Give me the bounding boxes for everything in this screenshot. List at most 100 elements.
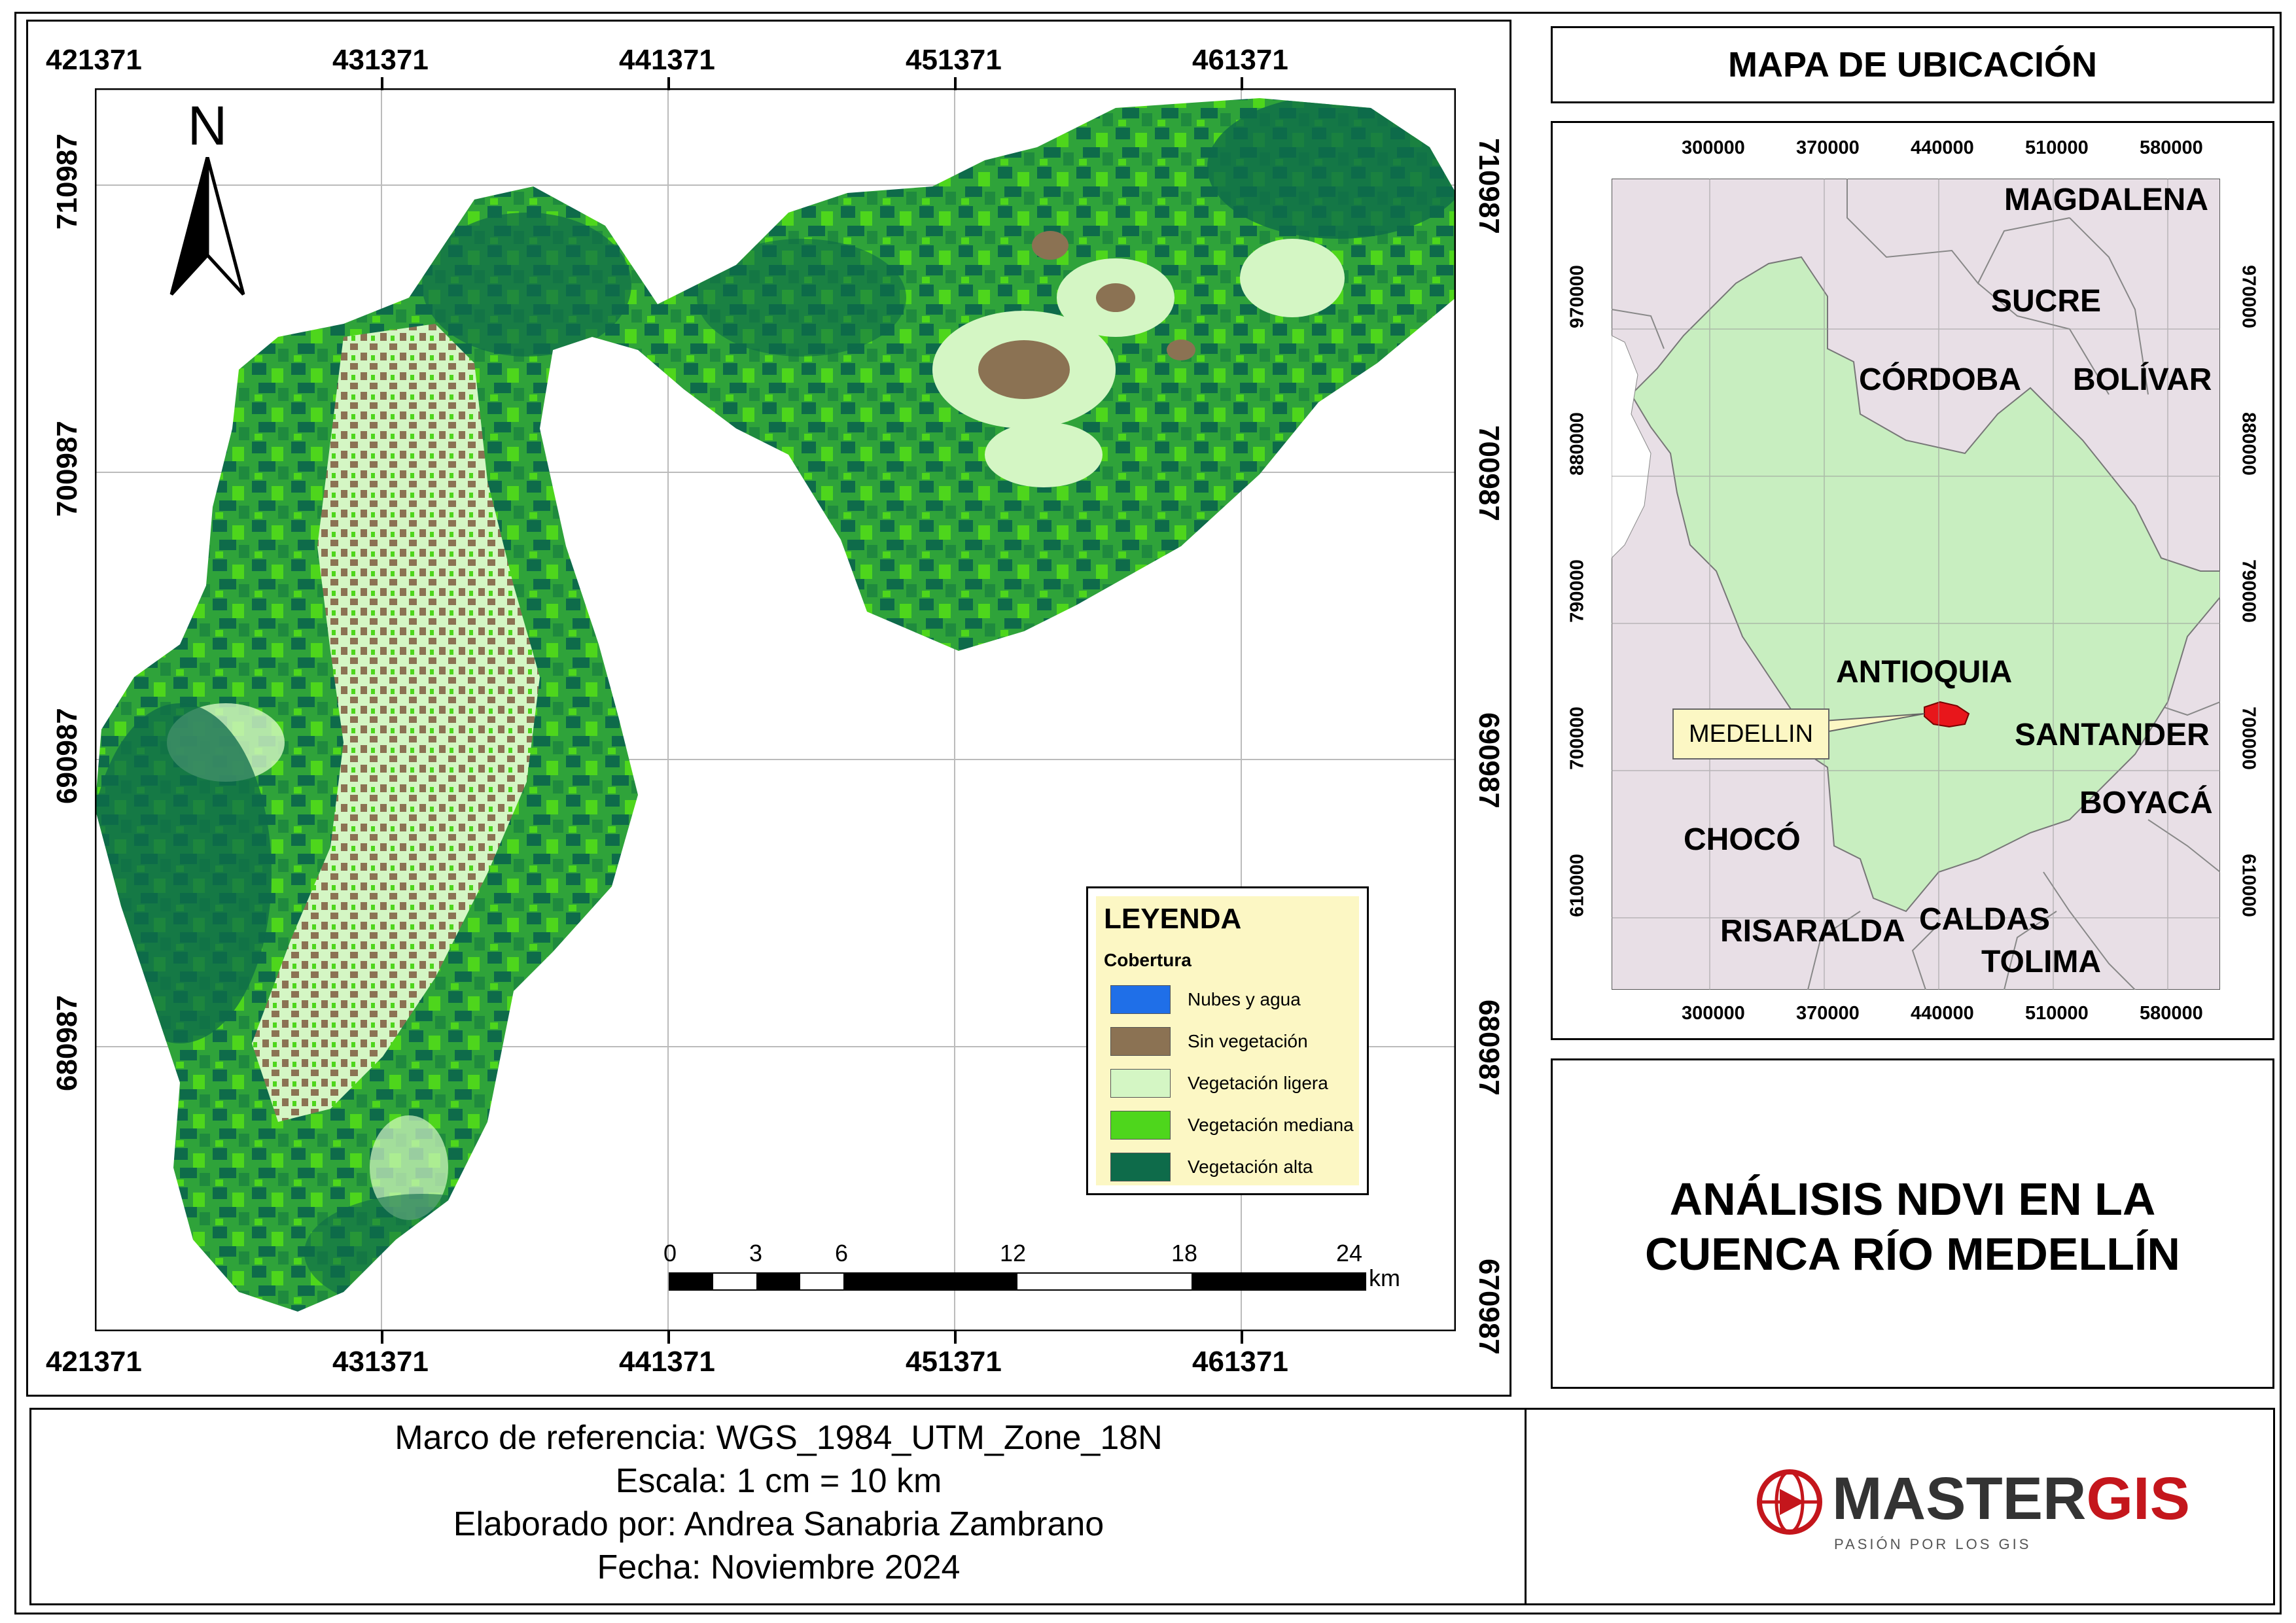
- loc-top-x-label: 440000: [1911, 137, 1974, 158]
- frame-tick: [954, 77, 957, 90]
- location-map-frame: 300000 370000 440000 510000 580000 30000…: [1551, 121, 2274, 1040]
- loc-bottom-x-label: 300000: [1682, 1003, 1745, 1024]
- info-divider: [1525, 1408, 1527, 1605]
- scale-unit: km: [1369, 1265, 1400, 1291]
- legend-item: Nubes y agua: [1110, 985, 1301, 1015]
- dept-label: CALDAS: [1919, 902, 2050, 937]
- dept-label: TOLIMA: [1981, 945, 2102, 979]
- bottom-x-label: 441371: [619, 1346, 715, 1378]
- info-text: Marco de referencia: WGS_1984_UTM_Zone_1…: [39, 1416, 1518, 1589]
- loc-bottom-x-label: 510000: [2025, 1003, 2089, 1024]
- location-title-box: MAPA DE UBICACIÓN: [1551, 26, 2274, 103]
- info-scale: Escala: 1 cm = 10 km: [615, 1462, 942, 1500]
- legend-item: Vegetación ligera: [1110, 1068, 1328, 1098]
- dept-label: ANTIOQUIA: [1836, 655, 2013, 689]
- top-x-label: 461371: [1192, 44, 1288, 76]
- dept-label: SANTANDER: [2015, 718, 2210, 752]
- legend-item-label: Vegetación ligera: [1188, 1073, 1328, 1093]
- legend-item: Vegetación alta: [1110, 1152, 1313, 1182]
- loc-left-y-label: 700000: [1566, 707, 1588, 770]
- map-title-line2: CUENCA RÍO MEDELLÍN: [1645, 1229, 2180, 1280]
- brand-name: MASTERGIS: [1832, 1466, 2190, 1531]
- bottom-x-label: 431371: [332, 1346, 429, 1378]
- left-y-label: 710987: [51, 133, 83, 230]
- scale-tick-label: 24: [1336, 1240, 1363, 1266]
- north-label: N: [187, 95, 228, 156]
- loc-right-y-label: 700000: [2238, 707, 2259, 770]
- scale-tick-label: 12: [1000, 1240, 1027, 1266]
- info-author: Elaborado por: Andrea Sanabria Zambrano: [453, 1505, 1104, 1543]
- loc-bottom-x-label: 580000: [2140, 1003, 2203, 1024]
- legend-subtitle: Cobertura: [1104, 950, 1192, 970]
- frame-tick: [381, 77, 383, 90]
- dept-label: BOYACÁ: [2079, 786, 2213, 820]
- loc-right-y-label: 790000: [2238, 559, 2259, 623]
- info-date: Fecha: Noviembre 2024: [597, 1548, 961, 1586]
- frame-tick: [954, 1331, 957, 1344]
- frame-tick: [381, 1331, 383, 1344]
- antioquia-region: [1630, 256, 2220, 913]
- scale-bar: 0 3 6 12 18 24 km: [654, 1240, 1413, 1292]
- legend-item-label: Nubes y agua: [1188, 989, 1301, 1009]
- loc-left-y-label: 790000: [1566, 559, 1588, 623]
- main-map-border: [26, 20, 1511, 1397]
- loc-left-y-label: 880000: [1566, 412, 1588, 476]
- map-title-line1: ANÁLISIS NDVI EN LA: [1669, 1174, 2156, 1225]
- loc-left-y-label: 970000: [1566, 265, 1588, 328]
- legend-title: LEYENDA: [1104, 903, 1242, 935]
- legend-swatch: [1110, 1153, 1171, 1181]
- legend-item: Sin vegetación: [1110, 1026, 1308, 1056]
- loc-right-y-label: 610000: [2238, 854, 2259, 917]
- north-arrow-icon: [169, 157, 245, 296]
- right-y-label: 670987: [1473, 1259, 1505, 1355]
- medellin-callout: MEDELLIN: [1672, 708, 1829, 759]
- left-y-label: 690987: [51, 708, 83, 804]
- bottom-x-label: 461371: [1192, 1346, 1288, 1378]
- scale-bar-graphic: [669, 1272, 1366, 1291]
- location-map-title: MAPA DE UBICACIÓN: [1728, 45, 2097, 84]
- right-y-label: 710987: [1473, 138, 1505, 234]
- legend-item-label: Vegetación alta: [1188, 1157, 1313, 1177]
- scale-tick-label: 0: [663, 1240, 677, 1266]
- globe-icon: [1757, 1469, 1822, 1535]
- loc-left-y-label: 610000: [1566, 854, 1588, 917]
- left-y-label: 700987: [51, 421, 83, 517]
- map-title-box: ANÁLISIS NDVI EN LA CUENCA RÍO MEDELLÍN: [1551, 1058, 2274, 1389]
- dept-label: BOLÍVAR: [2073, 362, 2212, 397]
- dept-label: CÓRDOBA: [1859, 362, 2021, 397]
- mastergis-logo: MASTERGIS PASIÓN POR LOS GIS: [1747, 1430, 2190, 1582]
- brand-tagline: PASIÓN POR LOS GIS: [1834, 1536, 2032, 1552]
- location-map: [1612, 179, 2220, 990]
- scale-tick-label: 6: [835, 1240, 849, 1266]
- dept-label: RISARALDA: [1720, 914, 1905, 949]
- right-y-label: 690987: [1473, 712, 1505, 809]
- legend-inner: LEYENDA Cobertura Nubes y agua Sin veget…: [1096, 896, 1359, 1185]
- bottom-x-label: 421371: [46, 1346, 142, 1378]
- top-x-label: 421371: [46, 44, 142, 76]
- north-arrow: N: [165, 98, 250, 301]
- loc-bottom-x-label: 370000: [1796, 1003, 1860, 1024]
- legend-swatch: [1110, 985, 1171, 1014]
- legend: LEYENDA Cobertura Nubes y agua Sin veget…: [1086, 886, 1369, 1195]
- loc-top-x-label: 370000: [1796, 137, 1860, 158]
- legend-item: Vegetación mediana: [1110, 1110, 1354, 1140]
- right-y-label: 680987: [1473, 1000, 1505, 1096]
- legend-item-label: Sin vegetación: [1188, 1031, 1308, 1051]
- top-x-label: 451371: [906, 44, 1002, 76]
- right-y-label: 700987: [1473, 425, 1505, 521]
- dept-label: MAGDALENA: [2004, 183, 2208, 217]
- medellin-region: [1924, 701, 1970, 728]
- frame-tick: [667, 77, 670, 90]
- frame-tick: [1241, 77, 1243, 90]
- loc-top-x-label: 510000: [2025, 137, 2089, 158]
- legend-item-label: Vegetación mediana: [1188, 1115, 1354, 1135]
- loc-top-x-label: 300000: [1682, 137, 1745, 158]
- frame-tick: [667, 1331, 670, 1344]
- left-y-label: 680987: [51, 995, 83, 1091]
- loc-right-y-label: 880000: [2238, 412, 2259, 476]
- top-x-label: 431371: [332, 44, 429, 76]
- dept-label: CHOCÓ: [1684, 822, 1801, 857]
- scale-tick-label: 18: [1171, 1240, 1198, 1266]
- info-reference: Marco de referencia: WGS_1984_UTM_Zone_1…: [395, 1419, 1163, 1457]
- map-title: ANÁLISIS NDVI EN LA CUENCA RÍO MEDELLÍN: [1553, 1172, 2272, 1282]
